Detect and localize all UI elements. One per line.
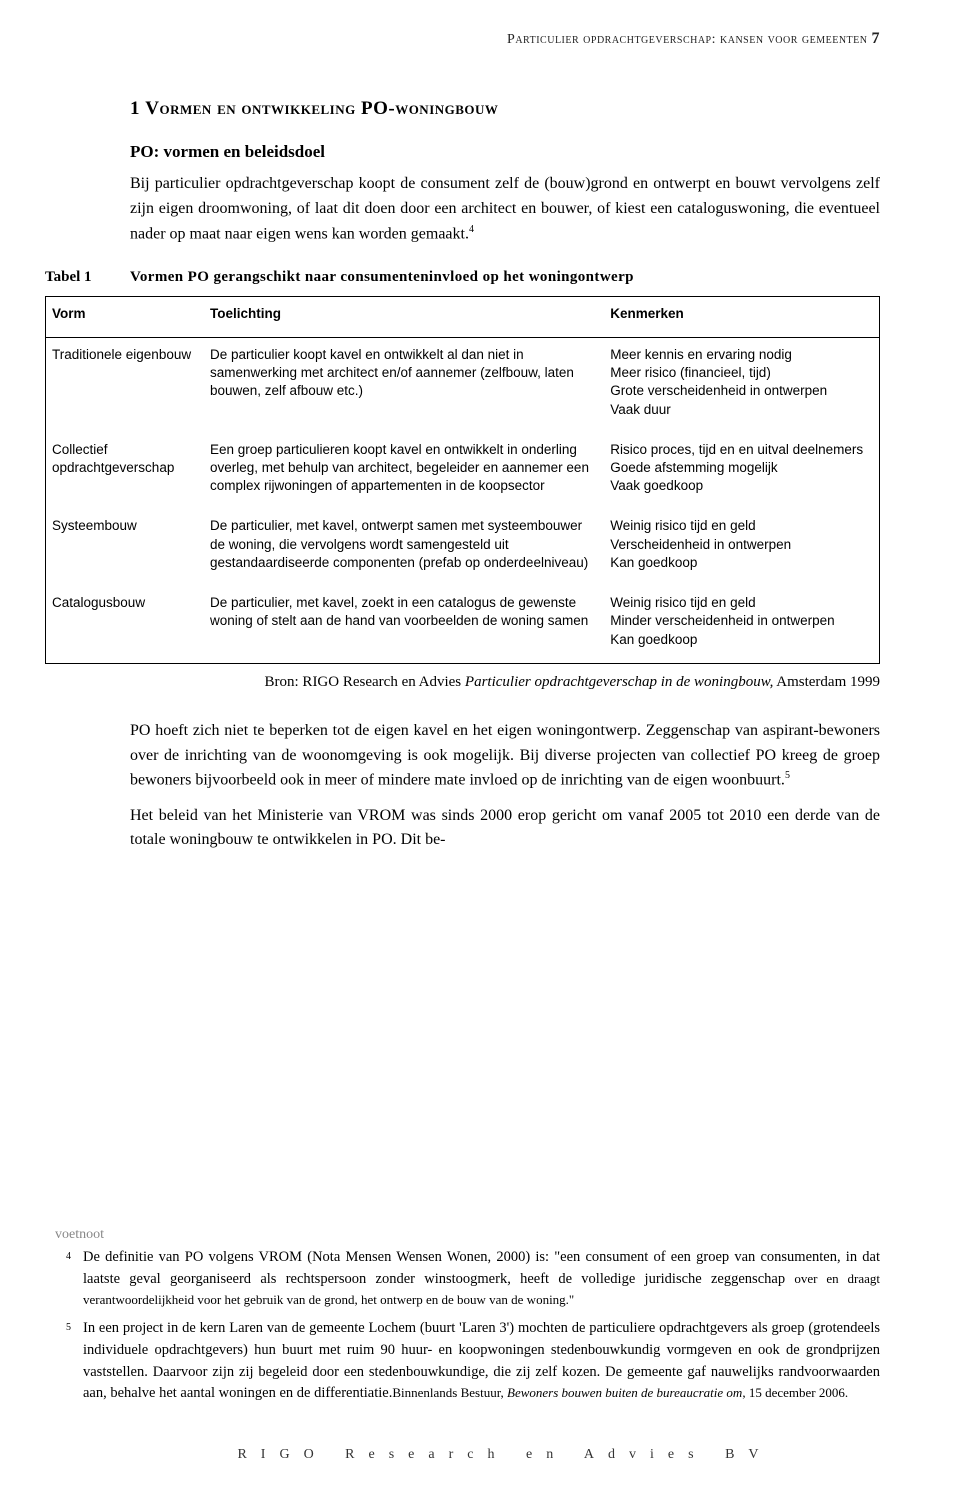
table-source: Bron: RIGO Research en Advies Particulie… — [45, 674, 880, 691]
fn5-tail: , 15 december 2006. — [742, 1385, 848, 1400]
chapter-title-c: PO-woningbouw — [361, 98, 498, 119]
fn5-small: Binnenlands Bestuur, — [392, 1385, 507, 1400]
kenmerk-line: Grote verscheidenheid in ontwerpen — [610, 382, 869, 400]
src-suffix: Amsterdam 1999 — [773, 674, 880, 690]
kenmerk-line: Meer risico (financieel, tijd) — [610, 364, 869, 382]
kenmerk-line: Vaak duur — [610, 401, 869, 419]
footnote-label: voetnoot — [55, 1227, 880, 1243]
kenmerk-line: Weinig risico tijd en geld — [610, 517, 869, 535]
cell-vorm: Catalogusbouw — [46, 586, 204, 663]
cell-vorm: Traditionele eigenbouw — [46, 337, 204, 432]
footnote-block: voetnoot 4 De definitie van PO volgens V… — [55, 1227, 880, 1411]
paragraph-2: PO hoeft zich niet te beperken tot de ei… — [130, 719, 880, 794]
col-header-kenmerken: Kenmerken — [604, 296, 879, 337]
cell-kenmerken: Weinig risico tijd en geld Verscheidenhe… — [604, 509, 879, 586]
cell-toelichting: De particulier, met kavel, zoekt in een … — [204, 586, 604, 663]
kenmerk-line: Kan goedkoop — [610, 554, 869, 572]
chapter-heading: 1 Vormen en ontwikkeling PO-woningbouw — [130, 98, 880, 120]
running-title: Particulier opdrachtgeverschap: kansen v… — [507, 32, 867, 47]
kenmerk-line: Meer kennis en ervaring nodig — [610, 346, 869, 364]
footnote-5: 5 In een project in de kern Laren van de… — [55, 1318, 880, 1405]
src-prefix: Bron: RIGO Research en Advies — [265, 674, 465, 690]
para2-text: PO hoeft zich niet te beperken tot de ei… — [130, 722, 880, 789]
chapter-title-b: ormen en ontwikkeling — [159, 98, 355, 119]
table-header-row: Vorm Toelichting Kenmerken — [46, 296, 880, 337]
intro-text: Bij particulier opdrachtgeverschap koopt… — [130, 175, 880, 242]
col-header-vorm: Vorm — [46, 296, 204, 337]
fn4-a: De definitie van PO volgens VROM (Nota M… — [83, 1249, 880, 1287]
cell-kenmerken: Meer kennis en ervaring nodig Meer risic… — [604, 337, 879, 432]
kenmerk-line: Risico proces, tijd en en uitval deelnem… — [610, 441, 869, 459]
kenmerk-line: Minder verscheidenheid in ontwerpen — [610, 612, 869, 630]
footnote-number: 4 — [55, 1247, 83, 1312]
cell-vorm: Collectief opdrachtgeverschap — [46, 433, 204, 510]
cell-vorm: Systeembouw — [46, 509, 204, 586]
chapter-title-a: V — [145, 98, 159, 119]
cell-toelichting: De particulier koopt kavel en ontwikkelt… — [204, 337, 604, 432]
footnote-number: 5 — [55, 1318, 83, 1405]
kenmerk-line: Goede afstemming mogelijk — [610, 459, 869, 477]
table-title: Vormen PO gerangschikt naar consumenteni… — [130, 269, 634, 286]
intro-paragraph: Bij particulier opdrachtgeverschap koopt… — [130, 172, 880, 247]
cell-kenmerken: Risico proces, tijd en en uitval deelnem… — [604, 433, 879, 510]
cell-toelichting: Een groep particulieren koopt kavel en o… — [204, 433, 604, 510]
footnote-text: De definitie van PO volgens VROM (Nota M… — [83, 1247, 880, 1312]
subheading: PO: vormen en beleidsdoel — [130, 142, 880, 162]
table-label: Tabel 1 — [45, 269, 130, 286]
cell-kenmerken: Weinig risico tijd en geld Minder versch… — [604, 586, 879, 663]
footnote-ref-5: 5 — [785, 770, 790, 781]
table-caption-row: Tabel 1 Vormen PO gerangschikt naar cons… — [45, 269, 880, 286]
page-footer: RIGO Research en Advies BV — [130, 1447, 880, 1463]
kenmerk-line: Kan goedkoop — [610, 631, 869, 649]
table-row: Catalogusbouw De particulier, met kavel,… — [46, 586, 880, 663]
kenmerk-line: Vaak goedkoop — [610, 477, 869, 495]
page-number: 7 — [872, 30, 881, 47]
table-row: Traditionele eigenbouw De particulier ko… — [46, 337, 880, 432]
table-row: Collectief opdrachtgeverschap Een groep … — [46, 433, 880, 510]
paragraph-3: Het beleid van het Ministerie van VROM w… — [130, 804, 880, 854]
kenmerk-line: Verscheidenheid in ontwerpen — [610, 536, 869, 554]
cell-toelichting: De particulier, met kavel, ontwerpt same… — [204, 509, 604, 586]
col-header-toelichting: Toelichting — [204, 296, 604, 337]
fn5-italic: Bewoners bouwen buiten de bureaucratie o… — [507, 1385, 742, 1400]
kenmerk-line: Weinig risico tijd en geld — [610, 594, 869, 612]
forms-table: Vorm Toelichting Kenmerken Traditionele … — [45, 296, 880, 664]
footnote-text: In een project in de kern Laren van de g… — [83, 1318, 880, 1405]
footnote-ref-4: 4 — [469, 224, 474, 235]
running-header: Particulier opdrachtgeverschap: kansen v… — [130, 30, 880, 48]
chapter-number: 1 — [130, 98, 140, 119]
table-row: Systeembouw De particulier, met kavel, o… — [46, 509, 880, 586]
footnote-4: 4 De definitie van PO volgens VROM (Nota… — [55, 1247, 880, 1312]
src-italic: Particulier opdrachtgeverschap in de won… — [465, 674, 773, 690]
